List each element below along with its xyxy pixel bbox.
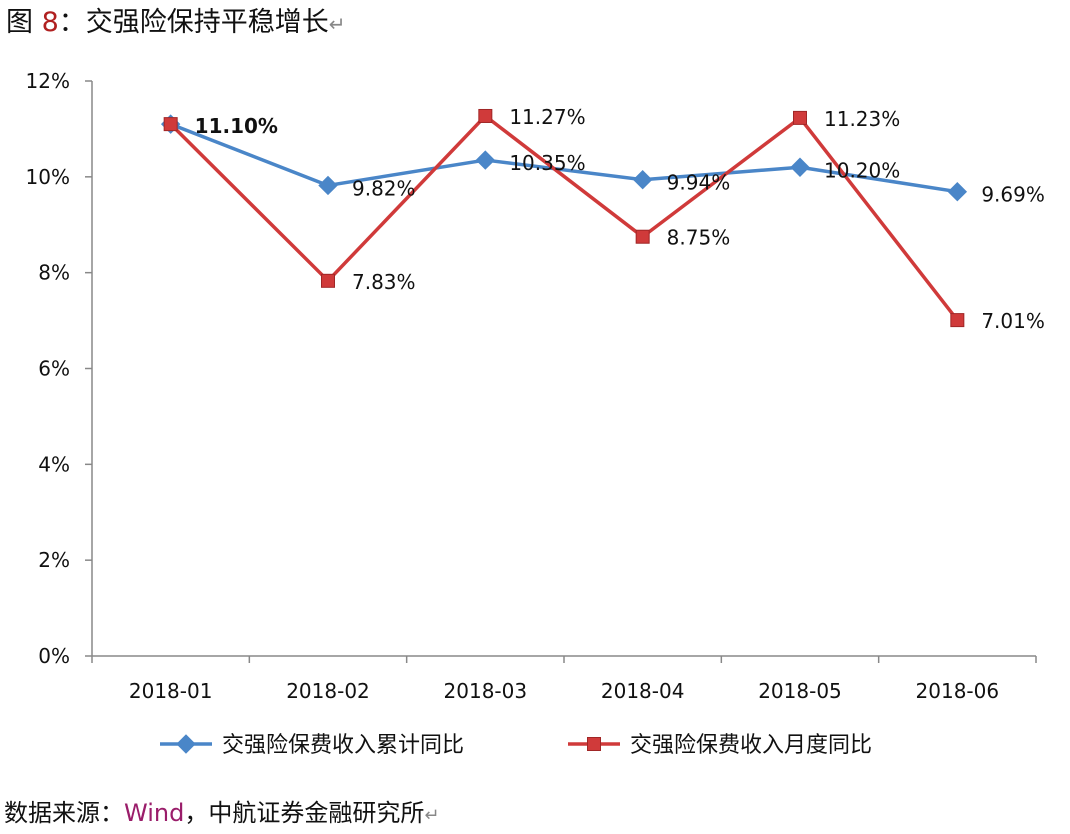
figure-title-prefix: 图 <box>6 7 42 38</box>
legend-diamond-icon <box>176 734 196 754</box>
data-source-note: 数据来源：Wind，中航证券金融研究所↵ <box>4 797 439 832</box>
series-1-point <box>475 150 496 170</box>
data-label: 9.82% <box>352 176 416 200</box>
series-line-1 <box>170 122 958 194</box>
series-2-point <box>635 229 650 244</box>
series-1-point <box>790 157 810 177</box>
chart-series <box>160 108 968 328</box>
y-tick-label: 0% <box>38 644 70 668</box>
data-label: 8.75% <box>667 226 731 250</box>
chart-legend: 交强险保费收入累计同比 交强险保费收入月度同比 <box>160 733 872 758</box>
chart-axes <box>85 80 1037 663</box>
series-1-point <box>947 181 968 202</box>
data-label: 9.94% <box>667 171 731 195</box>
data-label: 11.27% <box>509 105 585 129</box>
legend-label: 交强险保费收入累计同比 <box>222 733 464 758</box>
data-label: 10.35% <box>509 151 585 175</box>
source-wind: Wind <box>124 799 185 827</box>
return-mark-icon: ↵ <box>328 12 346 36</box>
source-suffix: ，中航证券金融研究所 <box>184 799 425 827</box>
data-label: 10.20% <box>824 158 900 182</box>
y-tick-label: 10% <box>26 165 70 189</box>
data-label: 11.10% <box>195 114 278 138</box>
source-prefix: 数据来源： <box>4 799 124 827</box>
legend-square-icon <box>587 737 601 751</box>
y-tick-label: 8% <box>38 261 70 285</box>
legend-label: 交强险保费收入月度同比 <box>630 733 872 758</box>
data-label: 11.23% <box>824 107 900 131</box>
data-label: 7.83% <box>352 270 416 294</box>
y-tick-label: 12% <box>26 69 70 93</box>
series-2-point <box>478 108 493 123</box>
y-tick-label: 4% <box>38 452 70 476</box>
return-mark-icon: ↵ <box>424 805 440 826</box>
figure-title-number: 8 <box>41 7 59 38</box>
series-2-point <box>793 110 807 125</box>
x-axis-labels: 2018-01 2018-02 2018-03 2018-04 2018-05 2018-… <box>129 679 999 703</box>
y-tick-label: 6% <box>38 357 70 381</box>
series-2-point <box>950 313 965 328</box>
figure-title-text: ：交强险保持平稳增长 <box>58 7 329 38</box>
series-line-2 <box>169 114 959 322</box>
data-labels: 11.10% 9.82% 10.35% 9.94% 10.20% 9.69% 7.83% 11… <box>195 105 1045 333</box>
series-2-point <box>321 273 335 288</box>
series-1-point <box>318 175 338 196</box>
figure-title: 图 8：交强险保持平稳增长↵ <box>6 6 346 41</box>
x-tick-label: 2018-03 <box>444 679 528 703</box>
y-tick-label: 2% <box>38 548 70 572</box>
data-label: 7.01% <box>981 309 1045 333</box>
x-tick-label: 2018-05 <box>758 679 842 703</box>
series-2-point <box>163 117 178 132</box>
x-tick-label: 2018-02 <box>286 679 370 703</box>
x-tick-label: 2018-04 <box>601 679 685 703</box>
series-1-point <box>632 170 653 190</box>
data-label: 9.69% <box>981 183 1045 207</box>
y-axis-labels: 0% 2% 4% 6% 8% 10% 12% <box>26 69 70 668</box>
x-tick-label: 2018-06 <box>916 679 1000 703</box>
x-tick-label: 2018-01 <box>129 679 213 703</box>
